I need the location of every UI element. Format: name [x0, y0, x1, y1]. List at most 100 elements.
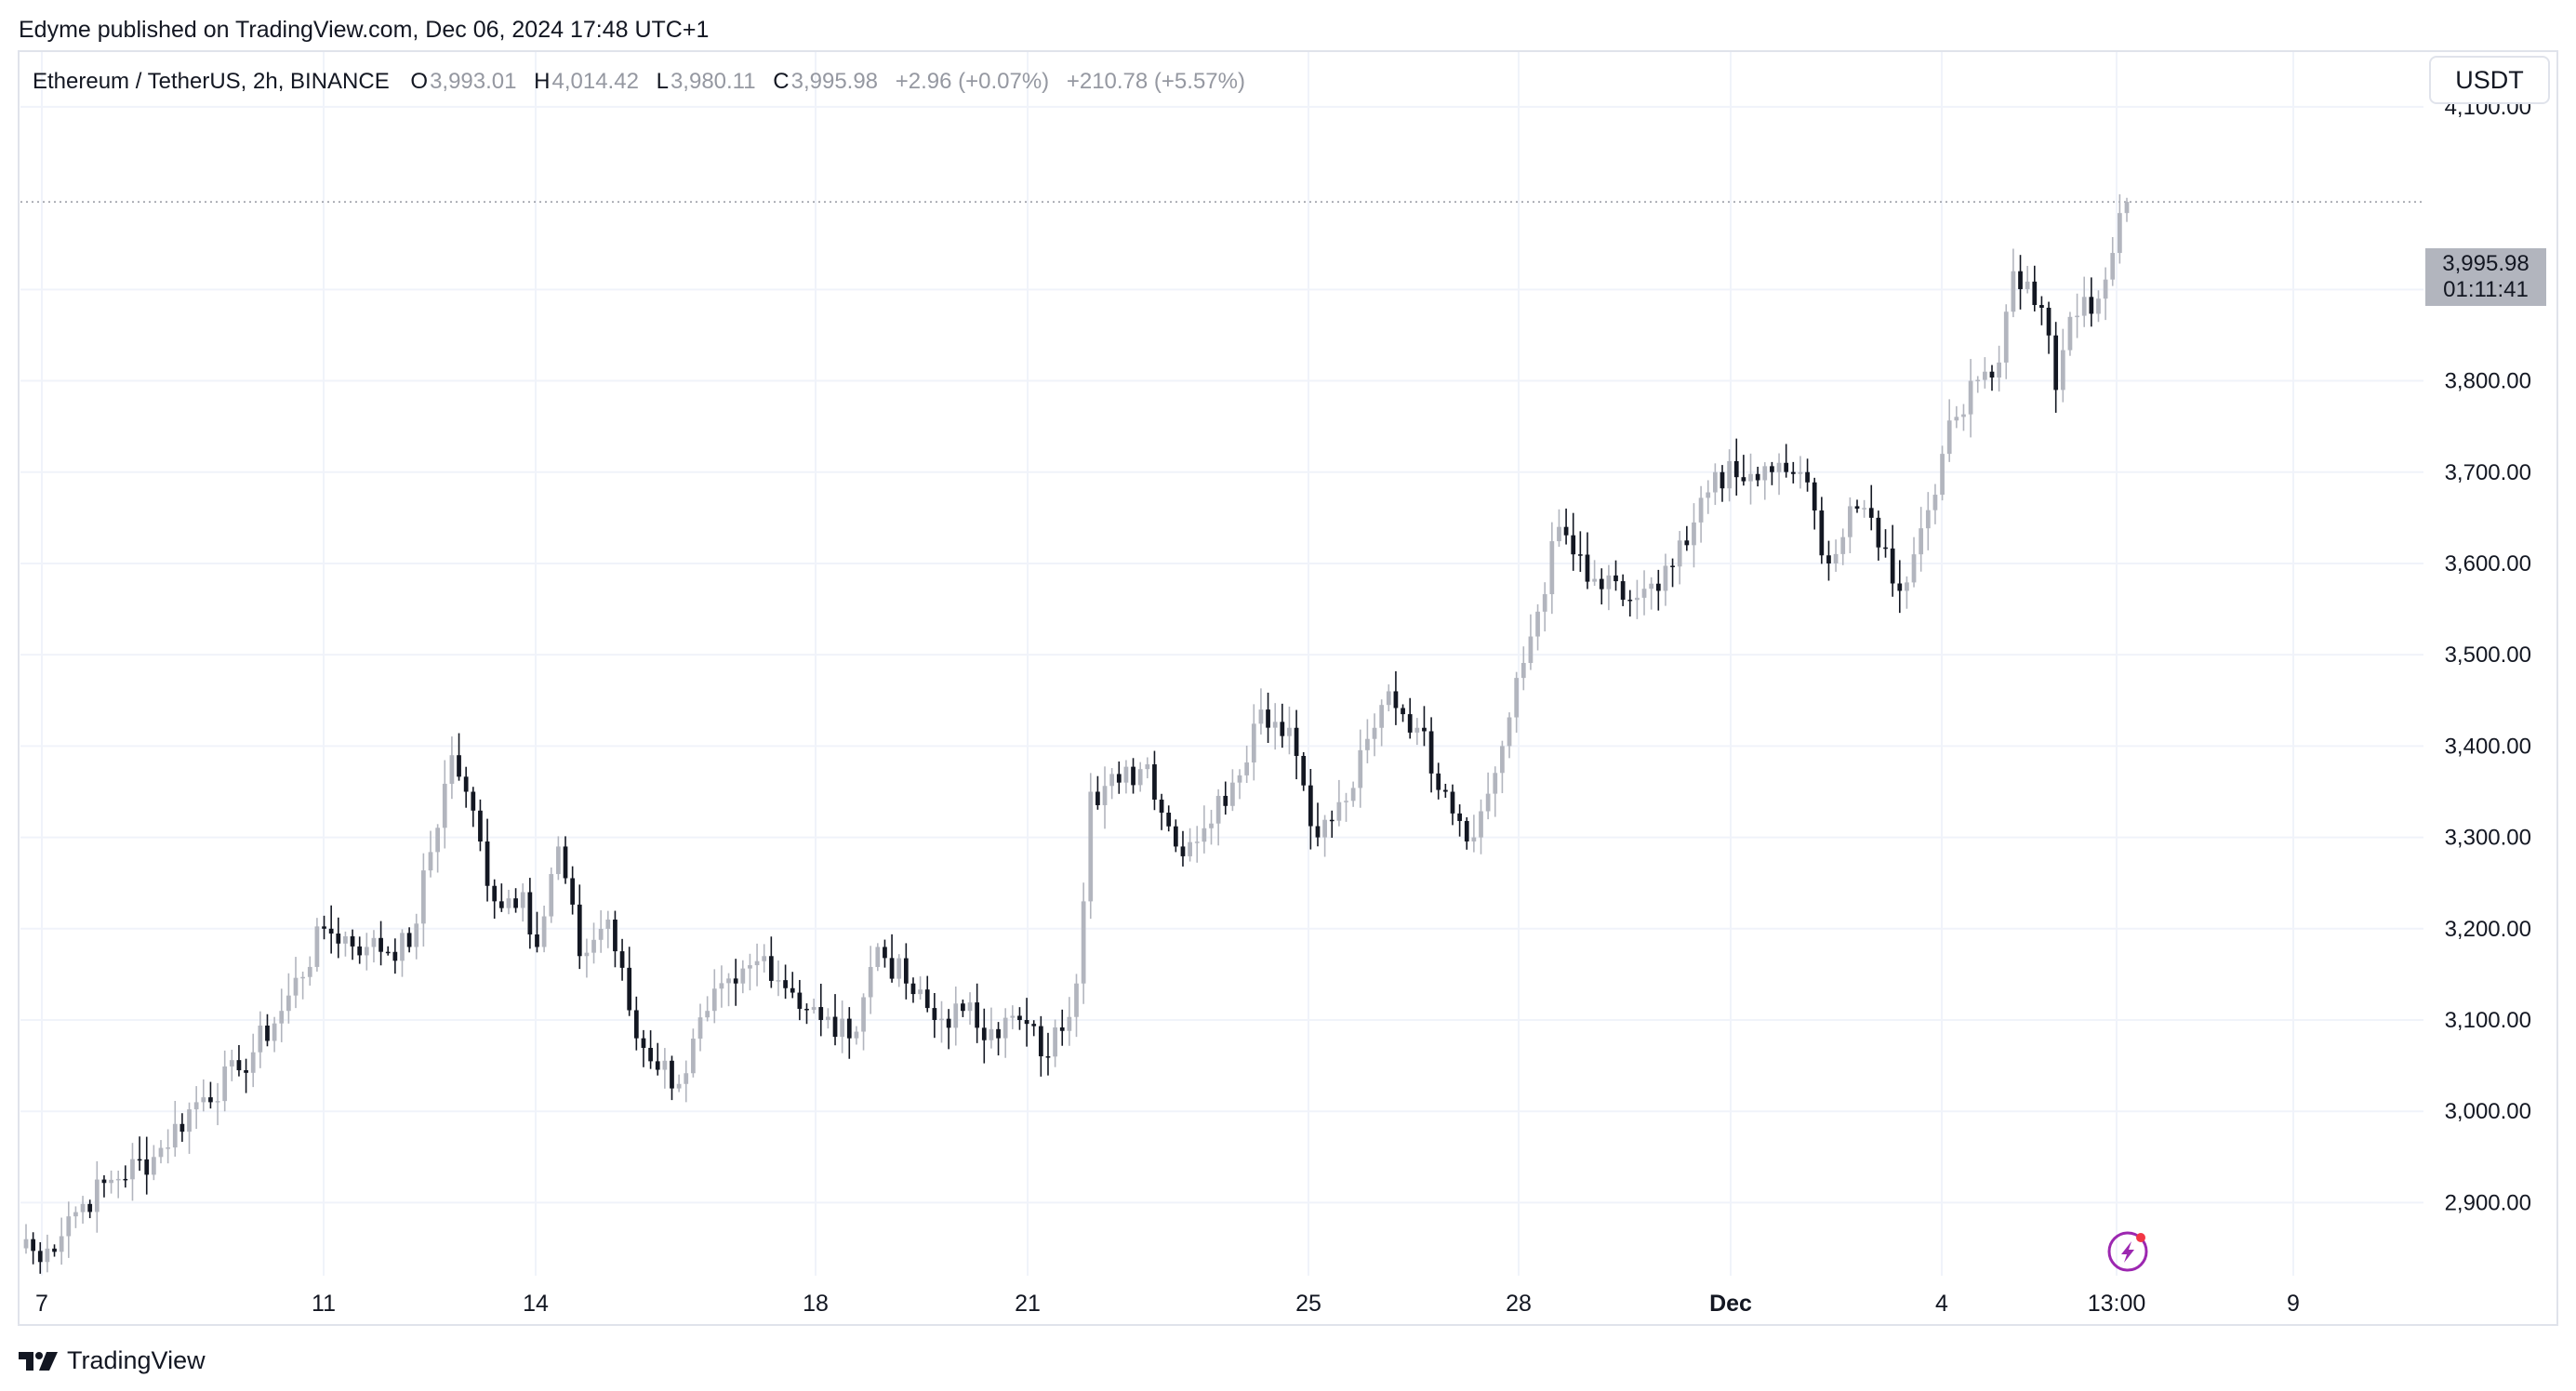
candle-body [1287, 727, 1292, 736]
candle-body [1422, 727, 1427, 732]
time-tick-label: 18 [803, 1291, 829, 1317]
candle-body [364, 947, 369, 956]
candle-body [1386, 691, 1391, 706]
candle-body [1166, 813, 1172, 827]
candle-body [762, 956, 767, 961]
candle-body [918, 989, 923, 995]
candle-body [655, 1061, 660, 1070]
candle-body [392, 951, 398, 961]
candle-body [215, 1101, 220, 1103]
candle-body [676, 1083, 682, 1089]
candle-body [705, 1011, 710, 1018]
candle-body [371, 937, 377, 947]
candle-body [2003, 311, 2009, 363]
tradingview-brand[interactable]: TradingView [19, 1346, 206, 1375]
candle-body [236, 1060, 242, 1071]
candle-body [1344, 801, 1348, 802]
candle-body [1677, 540, 1682, 567]
candle-body [1258, 709, 1264, 724]
candle-body [740, 968, 746, 984]
candle-body [1599, 578, 1604, 590]
candle-body [1982, 371, 1987, 380]
time-tick-label: 21 [1015, 1291, 1041, 1317]
candle-body [1109, 774, 1115, 787]
candle-body [1528, 636, 1534, 664]
candle-body [1520, 663, 1526, 679]
candle-body [328, 928, 334, 934]
candle-body [94, 1179, 100, 1212]
candle-body [903, 958, 909, 984]
candle-body [924, 989, 930, 1009]
currency-button[interactable]: USDT [2429, 56, 2550, 104]
candle-body [1500, 746, 1505, 774]
candle-body [350, 935, 355, 947]
price-tick-label: 3,100.00 [2445, 1008, 2531, 1033]
candle-body [1088, 791, 1094, 902]
candle-body [910, 983, 916, 995]
candle-body [286, 995, 291, 1012]
candle-body [1819, 510, 1825, 556]
candle-body [300, 976, 306, 979]
candle-body [1776, 462, 1782, 472]
candle-body [279, 1011, 285, 1024]
candle-body [1727, 460, 1732, 489]
candle-body [797, 992, 803, 1009]
candle-body [2081, 297, 2087, 316]
candle-body [265, 1026, 270, 1041]
candle-body [619, 951, 625, 968]
candle-body [1442, 789, 1448, 792]
candle-body [2025, 281, 2030, 289]
time-tick-label: 25 [1295, 1291, 1321, 1317]
candle-body [66, 1216, 72, 1237]
candle-body [1905, 582, 1909, 591]
candle-body [1152, 764, 1157, 800]
candle-body [2118, 213, 2122, 254]
candle-body [832, 1016, 838, 1038]
candle-body [357, 946, 363, 956]
candle-body [1684, 540, 1690, 546]
price-tick-label: 2,900.00 [2445, 1190, 2531, 1215]
candle-body [854, 1031, 859, 1039]
candle-body [258, 1026, 263, 1053]
candle-body [314, 926, 320, 967]
candle-body [1812, 482, 1817, 511]
candle-body [123, 1178, 128, 1181]
time-tick-label: 4 [1935, 1291, 1948, 1317]
candle-body [1266, 709, 1270, 728]
candle-body [1954, 417, 1959, 421]
candle-body [1897, 583, 1903, 591]
candle-body [1485, 793, 1491, 812]
candle-body [846, 1018, 852, 1039]
candle-body [1692, 522, 1696, 546]
candle-body [1883, 547, 1888, 550]
candle-body [627, 967, 632, 1011]
candle-body [1137, 769, 1143, 786]
lightning-icon[interactable] [2107, 1231, 2148, 1272]
candle-body [1315, 826, 1321, 838]
candle-body [52, 1248, 57, 1252]
candle-body [1350, 788, 1356, 801]
candle-body [1613, 575, 1618, 582]
time-tick-label: Dec [1709, 1291, 1752, 1317]
candle-body [1790, 471, 1796, 474]
candle-body [1755, 473, 1760, 481]
tradingview-logo-icon [19, 1351, 58, 1371]
candle-body [1329, 819, 1334, 822]
candle-body [1940, 454, 1945, 496]
candle-body [73, 1212, 78, 1217]
candle-body [343, 935, 348, 944]
candle-body [272, 1023, 277, 1041]
candle-body [996, 1028, 1001, 1039]
candle-body [1493, 773, 1498, 794]
candle-body [378, 937, 383, 952]
candle-body [1365, 738, 1370, 750]
candle-body [1450, 791, 1455, 814]
candle-body [1202, 828, 1207, 842]
candle-body [2124, 202, 2130, 214]
legend-open-value: 3,993.01 [430, 69, 517, 94]
candle-body [1770, 466, 1774, 472]
candle-body [1230, 782, 1235, 806]
price-tick-label: 3,300.00 [2445, 826, 2531, 851]
legend-high-value: 4,014.42 [551, 69, 639, 94]
